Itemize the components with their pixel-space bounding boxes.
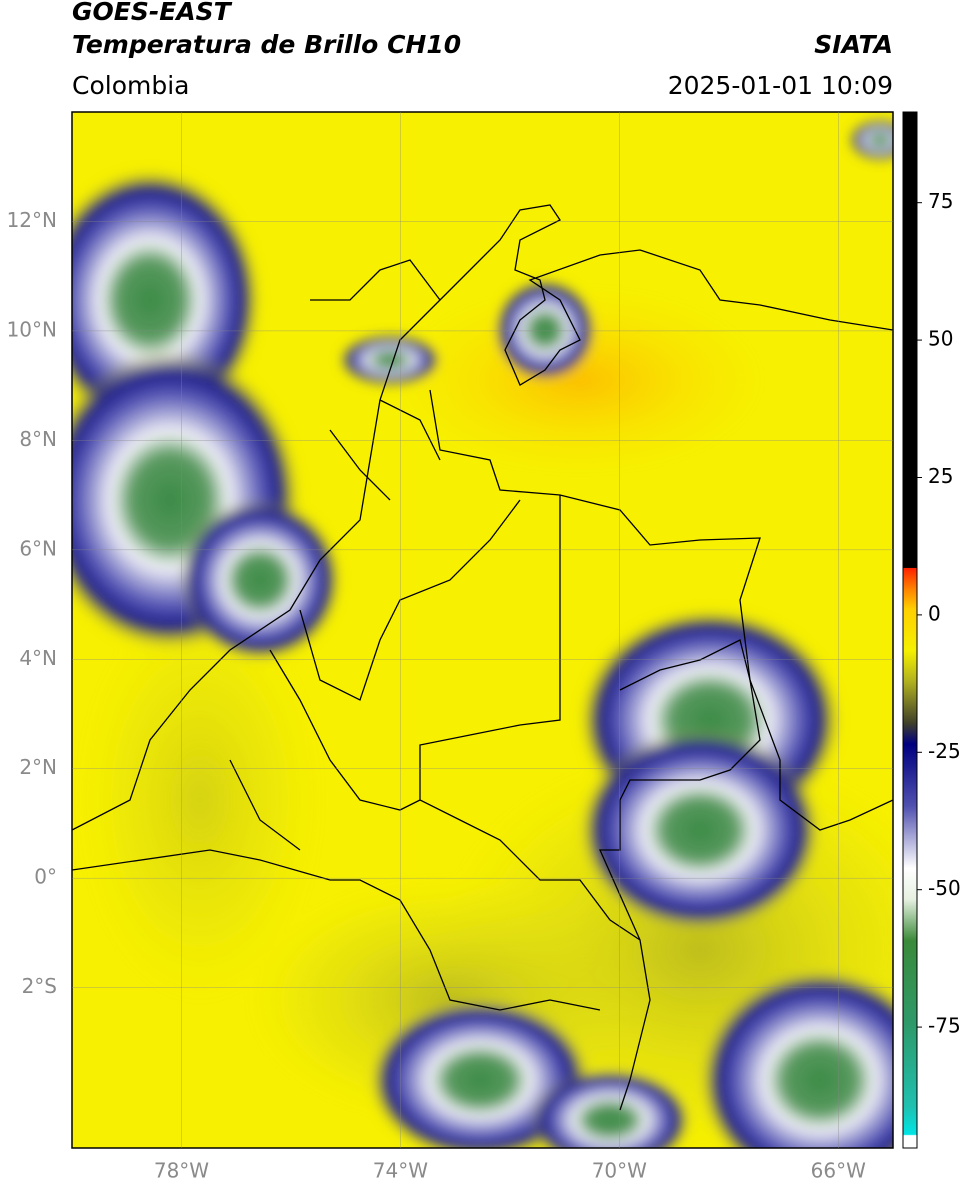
y-tick-label: 8°N [19, 427, 57, 451]
x-tick-label: 74°W [373, 1159, 428, 1183]
y-tick-label: 6°N [19, 536, 57, 560]
subtitle: Temperatura de Brillo CH10 [72, 30, 461, 59]
y-tick-label: 10°N [7, 317, 57, 341]
colorbar-tick-label: 0 [928, 601, 941, 625]
datetime: 2025-01-01 10:09 [668, 71, 893, 100]
y-tick-label: 2°N [19, 755, 57, 779]
region: Colombia [72, 71, 189, 100]
y-tick-label: 2°S [22, 974, 57, 998]
y-tick-label: 0° [34, 865, 57, 889]
x-tick-label: 70°W [592, 1159, 647, 1183]
y-tick-label: 4°N [19, 646, 57, 670]
colorbar-tick-label: -75 [928, 1014, 961, 1038]
map-frame [71, 111, 894, 1149]
colorbar-tick-label: 25 [928, 464, 953, 488]
map-image [72, 112, 893, 1148]
colorbar-tick-label: -50 [928, 876, 961, 900]
colorbar-tick-label: -25 [928, 739, 961, 763]
colorbar [902, 111, 918, 1149]
colorbar-tick-label: 50 [928, 327, 953, 351]
x-tick-label: 78°W [154, 1159, 209, 1183]
title: GOES-EAST [72, 0, 233, 26]
colorbar-tick-label: 75 [928, 189, 953, 213]
y-tick-label: 12°N [7, 208, 57, 232]
source: SIATA [814, 30, 893, 59]
x-tick-label: 66°W [811, 1159, 866, 1183]
